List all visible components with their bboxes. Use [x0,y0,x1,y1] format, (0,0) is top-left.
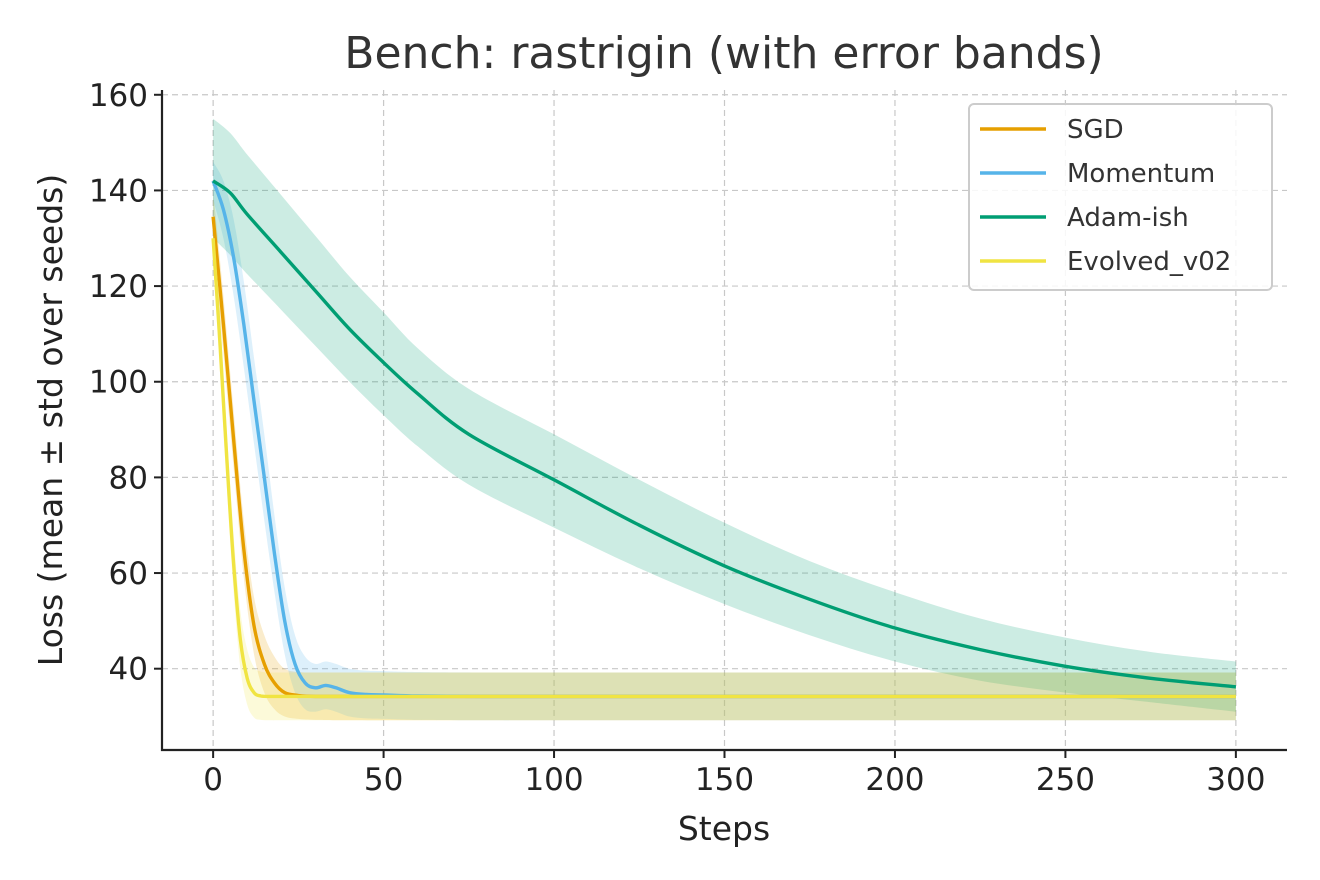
x-tick-label: 300 [1206,762,1265,798]
series-line-evolved-v02 [211,238,1236,699]
x-tick-label: 250 [1036,762,1095,798]
axis-spines [160,90,1287,752]
axes [160,90,1287,752]
y-axis-label: Loss (mean ± std over seeds) [31,174,70,666]
series-lines [211,179,1237,699]
x-tick-label: 150 [695,762,754,798]
x-tick-label: 200 [865,762,924,798]
legend-label-momentum: Momentum [1067,159,1215,189]
x-tick-label: 50 [364,762,403,798]
x-tick-label: 0 [203,762,223,798]
legend-label-sgd: SGD [1067,115,1124,145]
y-tick-label: 100 [89,365,148,401]
legend-label-adam-ish: Adam-ish [1067,203,1189,233]
ticks: 0 50 100 150 200 250 300 40 60 80 100 120 140 160 [89,78,1266,798]
x-tick-label: 100 [524,762,583,798]
error-bands [213,118,1236,721]
chart-title: Bench: rastrigin (with error bands) [344,28,1103,79]
y-tick-label: 120 [89,269,148,305]
x-axis-label: Steps [678,809,770,848]
y-tick-label: 80 [109,460,148,496]
error-band-momentum [213,161,1236,721]
y-tick-label: 40 [109,652,148,688]
series-line-adam-ish [212,179,1237,689]
error-band-adam-ish [213,118,1236,712]
y-tick-label: 140 [89,173,148,209]
y-tick-label: 60 [109,556,148,592]
legend: SGD Momentum Adam-ish Evolved_v02 [968,103,1273,291]
legend-label-evolved-v02: Evolved_v02 [1067,247,1231,277]
legend-box [968,103,1273,291]
y-tick-label: 160 [89,78,148,114]
